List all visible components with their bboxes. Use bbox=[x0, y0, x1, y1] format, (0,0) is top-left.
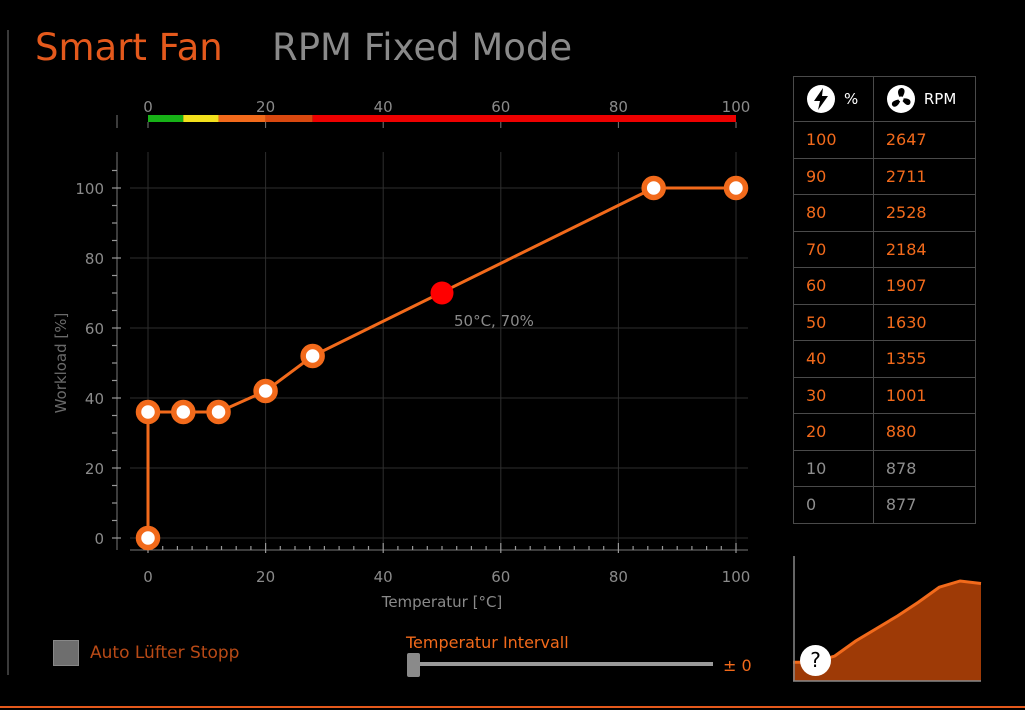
percent-column-header: % bbox=[793, 76, 874, 122]
percent-header-label: % bbox=[844, 90, 859, 108]
current-operating-point bbox=[430, 281, 454, 305]
curve-point[interactable] bbox=[135, 399, 161, 425]
y-tick-label: 100 bbox=[75, 180, 104, 198]
rpm-cell: 1355 bbox=[872, 340, 977, 378]
rpm-cell: 2528 bbox=[872, 194, 977, 232]
top-scale-label: 100 bbox=[722, 98, 751, 116]
table-row: 20 880 bbox=[793, 413, 977, 451]
top-scale-segment bbox=[183, 115, 219, 122]
top-scale-label: 40 bbox=[374, 98, 393, 116]
x-tick-label: 60 bbox=[491, 568, 510, 586]
y-axis-title: Workload [%] bbox=[52, 313, 70, 414]
percent-cell: 10 bbox=[793, 449, 874, 487]
table-row: 70 2184 bbox=[793, 230, 977, 268]
top-scale-segment bbox=[265, 115, 313, 122]
tab-smart-fan[interactable]: Smart Fan bbox=[35, 26, 223, 69]
x-tick-label: 20 bbox=[256, 568, 275, 586]
percent-cell: 80 bbox=[793, 194, 874, 232]
rpm-cell: 880 bbox=[872, 413, 977, 451]
rpm-header-label: RPM bbox=[923, 90, 957, 108]
table-row: 40 1355 bbox=[793, 340, 977, 378]
current-point-label: 50°C, 70% bbox=[454, 312, 534, 330]
temperature-interval-slider-thumb[interactable] bbox=[407, 653, 420, 677]
y-tick-label: 40 bbox=[85, 390, 104, 408]
y-tick-label: 20 bbox=[85, 460, 104, 478]
table-row: 80 2528 bbox=[793, 194, 977, 232]
percent-cell: 40 bbox=[793, 340, 874, 378]
table-row: 10 878 bbox=[793, 449, 977, 487]
percent-cell: 20 bbox=[793, 413, 874, 451]
left-divider bbox=[7, 30, 9, 675]
rpm-cell: 878 bbox=[872, 449, 977, 487]
top-scale-label: 0 bbox=[143, 98, 153, 116]
fan-icon bbox=[886, 85, 915, 113]
curve-point[interactable] bbox=[300, 343, 325, 369]
top-scale-label: 80 bbox=[609, 98, 628, 116]
top-scale-segment bbox=[218, 115, 266, 122]
fan-curve-chart[interactable]: 0 20 40 60 80 100 0 20 40 60 80 100 Temperatur [°C] W… bbox=[0, 0, 780, 620]
x-tick-label: 100 bbox=[722, 568, 751, 586]
percent-cell: 30 bbox=[793, 376, 874, 414]
curve-point[interactable] bbox=[135, 525, 161, 551]
y-tick-label: 80 bbox=[85, 250, 104, 268]
rpm-cell: 1001 bbox=[872, 376, 977, 414]
rpm-cell: 2647 bbox=[872, 121, 977, 159]
table-row: 30 1001 bbox=[793, 376, 977, 414]
temperature-interval-slider-track[interactable] bbox=[410, 662, 713, 666]
curve-point[interactable] bbox=[253, 378, 278, 404]
rpm-cell: 1907 bbox=[872, 267, 977, 305]
curve-point[interactable] bbox=[641, 175, 666, 201]
y-tick-label: 60 bbox=[85, 320, 104, 338]
x-tick-label: 80 bbox=[609, 568, 628, 586]
percent-cell: 70 bbox=[793, 230, 874, 268]
tab-rpm-fixed-mode[interactable]: RPM Fixed Mode bbox=[272, 26, 573, 69]
table-row: 0 877 bbox=[793, 486, 977, 524]
auto-fan-stop-label: Auto Lüfter Stopp bbox=[90, 643, 240, 663]
top-scale-label: 20 bbox=[256, 98, 275, 116]
percent-cell: 0 bbox=[793, 486, 874, 524]
top-scale-label: 60 bbox=[491, 98, 510, 116]
lightning-icon bbox=[807, 85, 835, 113]
auto-fan-stop-checkbox[interactable] bbox=[53, 640, 79, 666]
rpm-cell: 2711 bbox=[872, 157, 977, 195]
y-tick-label: 0 bbox=[94, 530, 104, 548]
curve-point[interactable] bbox=[206, 399, 231, 425]
rpm-column-header: RPM bbox=[872, 76, 977, 122]
table-row: 90 2711 bbox=[793, 157, 977, 195]
help-icon[interactable]: ? bbox=[800, 645, 831, 676]
percent-cell: 50 bbox=[793, 303, 874, 341]
rpm-cell: 2184 bbox=[872, 230, 977, 268]
top-scale-segment bbox=[312, 115, 736, 122]
temperature-interval-value: ± 0 bbox=[723, 656, 752, 675]
table-row: 60 1907 bbox=[793, 267, 977, 305]
curve-point[interactable] bbox=[171, 399, 196, 425]
fan-curve-line bbox=[146, 186, 736, 538]
curve-point[interactable] bbox=[723, 175, 749, 201]
x-tick-label: 40 bbox=[374, 568, 393, 586]
rpm-cell: 1630 bbox=[872, 303, 977, 341]
rpm-table: % RPM 100 2647 90 2711 80 2528 70 2184 60 1907 50 1… bbox=[793, 76, 977, 524]
x-tick-label: 0 bbox=[143, 568, 153, 586]
table-row: 100 2647 bbox=[793, 121, 977, 159]
mini-chart-area bbox=[793, 581, 981, 681]
percent-cell: 100 bbox=[793, 121, 874, 159]
bottom-divider bbox=[0, 706, 1025, 708]
top-scale-segment bbox=[148, 115, 184, 122]
percent-cell: 60 bbox=[793, 267, 874, 305]
temperature-interval-label: Temperatur Intervall bbox=[406, 633, 569, 652]
x-axis-title: Temperatur [°C] bbox=[381, 593, 503, 611]
percent-cell: 90 bbox=[793, 157, 874, 195]
table-row: 50 1630 bbox=[793, 303, 977, 341]
rpm-cell: 877 bbox=[872, 486, 977, 524]
